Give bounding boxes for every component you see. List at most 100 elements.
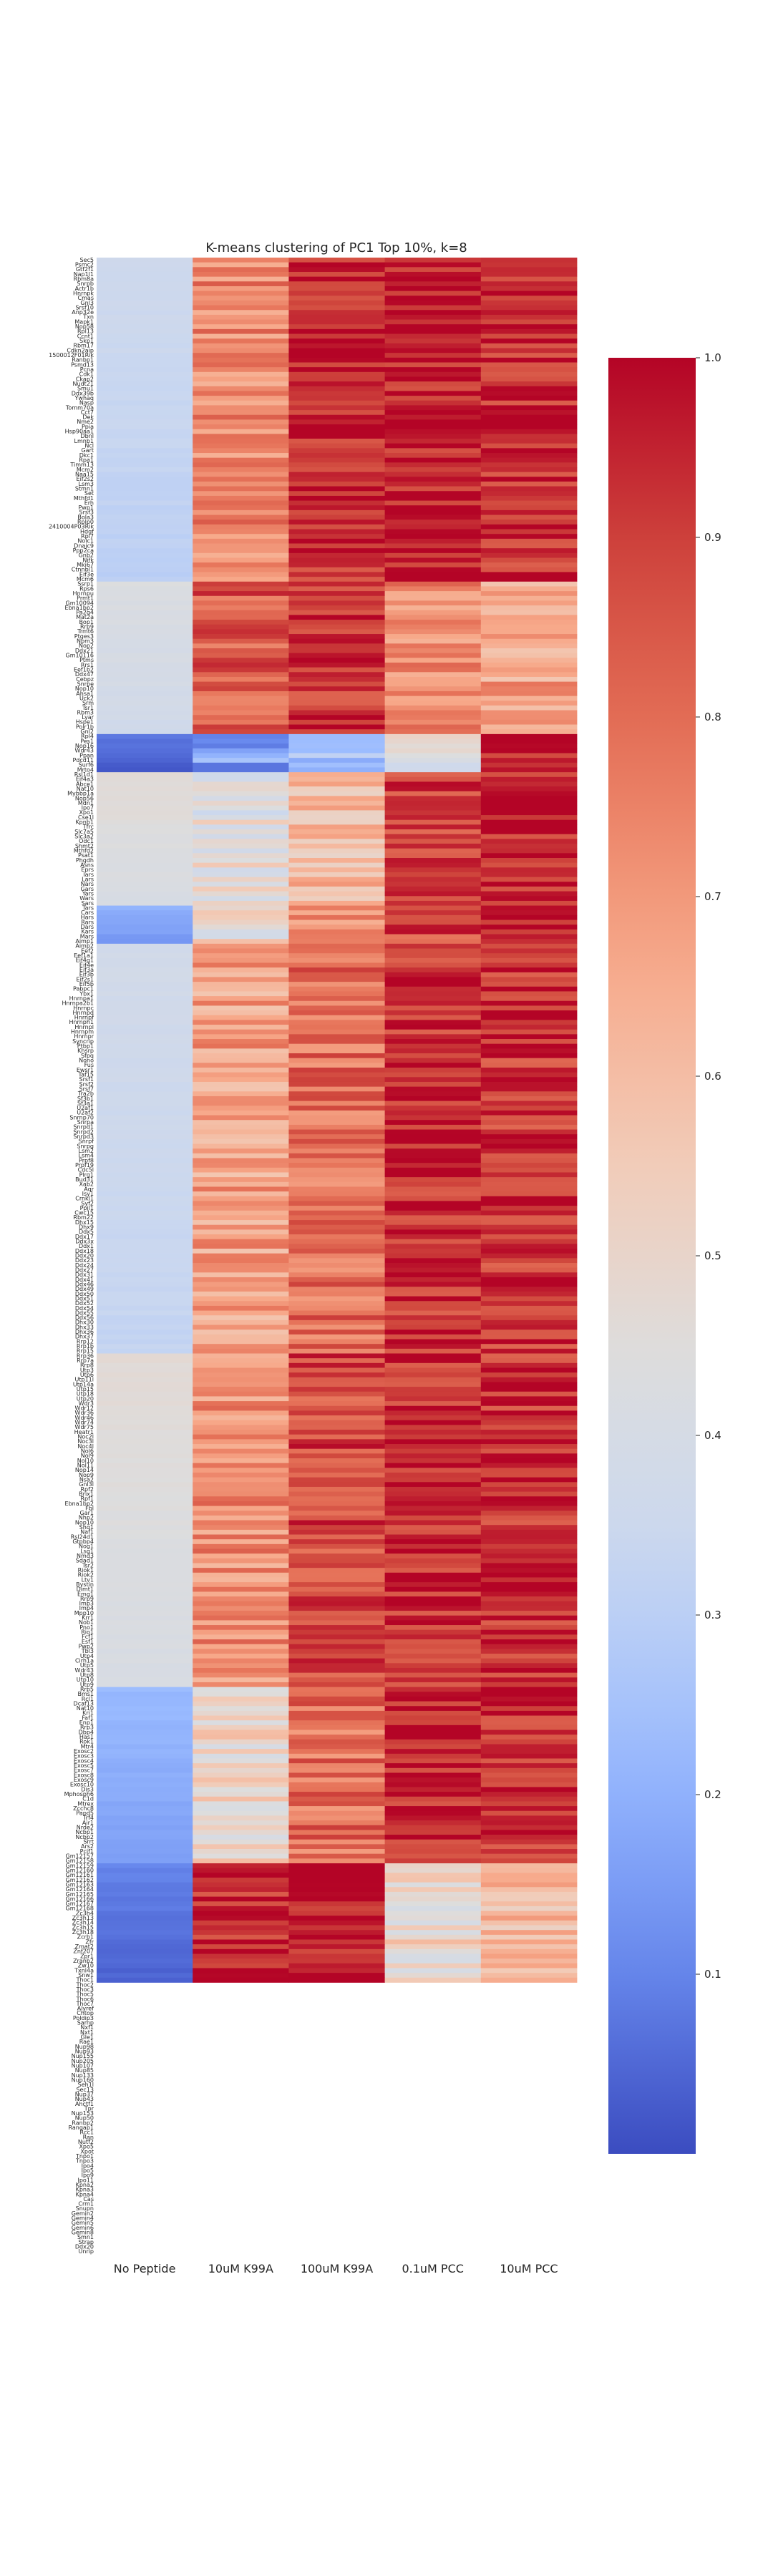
heatmap-cell <box>97 1501 193 1506</box>
heatmap-cell <box>384 1606 482 1611</box>
heatmap-cell <box>97 667 193 673</box>
heatmap-cell <box>193 1463 289 1468</box>
heatmap-cell <box>288 538 385 544</box>
row-tick-label: Cdc5l <box>78 1167 94 1174</box>
heatmap-cell <box>480 1729 578 1735</box>
heatmap-cell <box>480 1820 578 1826</box>
row-tick-label: Mtrex <box>77 1800 94 1807</box>
heatmap-cell <box>480 1973 578 1979</box>
heatmap-cell <box>288 1815 385 1821</box>
heatmap-cell <box>97 653 193 658</box>
heatmap-cell <box>480 1963 578 1968</box>
heatmap-cell <box>97 1172 193 1178</box>
heatmap-cell <box>384 1138 482 1144</box>
row-tick-label: Ncl <box>84 443 94 449</box>
heatmap-cell <box>97 1696 193 1702</box>
heatmap-cell <box>288 1882 385 1888</box>
heatmap-cell <box>384 1596 482 1602</box>
heatmap-cell <box>384 658 482 663</box>
heatmap-cell <box>97 419 193 425</box>
row-tick-label: Syncrip <box>72 1038 94 1045</box>
heatmap-cell <box>288 1939 385 1945</box>
heatmap-cell <box>480 1043 578 1049</box>
heatmap-cell <box>480 1825 578 1830</box>
row-tick-label: Utp20 <box>77 1395 94 1402</box>
row-tick-label: Rrp1b <box>77 1343 94 1350</box>
heatmap-cell <box>97 338 193 344</box>
heatmap-cell <box>97 1506 193 1511</box>
heatmap-cell <box>480 557 578 563</box>
heatmap-cell <box>193 1948 289 1954</box>
row-tick-label: Erh <box>84 499 94 506</box>
heatmap-cell <box>97 1806 193 1812</box>
row-tick-label: Snw1 <box>78 1972 94 1979</box>
heatmap-cell <box>384 1891 482 1897</box>
heatmap-cell <box>384 733 482 739</box>
heatmap-cell <box>97 867 193 873</box>
row-tick-label: Surf6 <box>79 762 94 769</box>
heatmap-cell <box>384 1520 482 1526</box>
heatmap-cell <box>97 957 193 963</box>
heatmap-cell <box>288 1215 385 1221</box>
heatmap-cell <box>480 381 578 387</box>
row-tick-label: Wdr43 <box>75 748 94 754</box>
heatmap-cell <box>384 753 482 758</box>
heatmap-cell <box>193 1063 289 1068</box>
row-tick-label: Utp10 <box>77 1677 94 1683</box>
heatmap-cell <box>384 362 482 368</box>
heatmap-cell <box>97 877 193 882</box>
heatmap-cell <box>193 1596 289 1602</box>
row-tick-label: Snrpd3 <box>73 1133 94 1140</box>
heatmap-cell <box>480 1177 578 1183</box>
heatmap-cell <box>97 891 193 897</box>
row-tick-label: Ranbp1 <box>72 357 94 364</box>
heatmap-cell <box>288 1963 385 1968</box>
heatmap-cell <box>480 462 578 468</box>
heatmap-cell <box>480 1511 578 1516</box>
heatmap-cell <box>193 1086 289 1092</box>
column-tick-label: 10uM PCC <box>500 2262 558 2275</box>
heatmap-cell <box>384 291 482 296</box>
heatmap-cell <box>97 1244 193 1249</box>
row-tick-label: Bola3 <box>77 514 94 520</box>
heatmap-cell <box>480 1615 578 1621</box>
heatmap-cell <box>193 391 289 396</box>
heatmap-cell <box>384 662 482 668</box>
heatmap-cell <box>480 872 578 878</box>
heatmap-cell <box>97 1582 193 1588</box>
row-tick-label: Ewsr1 <box>77 1067 94 1073</box>
heatmap-cell <box>480 972 578 977</box>
heatmap-cell <box>480 748 578 753</box>
heatmap-cell <box>97 1849 193 1855</box>
heatmap-cell <box>384 1658 482 1664</box>
heatmap-cell <box>193 519 289 525</box>
heatmap-cell <box>480 1348 578 1354</box>
row-tick-label: Tnpo3 <box>75 2158 94 2165</box>
heatmap-cell <box>384 1835 482 1840</box>
heatmap-cell <box>97 543 193 549</box>
heatmap-cell <box>480 477 578 482</box>
heatmap-cell <box>384 595 482 601</box>
heatmap-cell <box>384 1020 482 1025</box>
row-tick-label: Imp3 <box>79 1601 94 1607</box>
heatmap-cell <box>384 1948 482 1954</box>
row-tick-label: Wdr75 <box>75 1424 94 1430</box>
row-tick-label: Nup153 <box>72 2110 94 2117</box>
heatmap-cell <box>480 1362 578 1368</box>
heatmap-cell <box>480 1853 578 1859</box>
row-tick-label: Iars <box>83 872 94 878</box>
heatmap-cell <box>193 1330 289 1335</box>
heatmap-cell <box>480 953 578 959</box>
heatmap-cell <box>193 1877 289 1883</box>
heatmap-cell <box>480 1667 578 1674</box>
heatmap-cell <box>384 653 482 658</box>
heatmap-cell <box>384 495 482 501</box>
heatmap-cell <box>480 1434 578 1440</box>
heatmap-cell <box>97 1692 193 1697</box>
heatmap-cell <box>288 1749 385 1755</box>
heatmap-cell <box>384 1377 482 1382</box>
heatmap-cell <box>193 1810 289 1816</box>
column-tick-label: 10uM K99A <box>208 2262 273 2275</box>
row-tick-label: Pabpc1 <box>73 986 94 992</box>
heatmap-cell <box>97 414 193 420</box>
